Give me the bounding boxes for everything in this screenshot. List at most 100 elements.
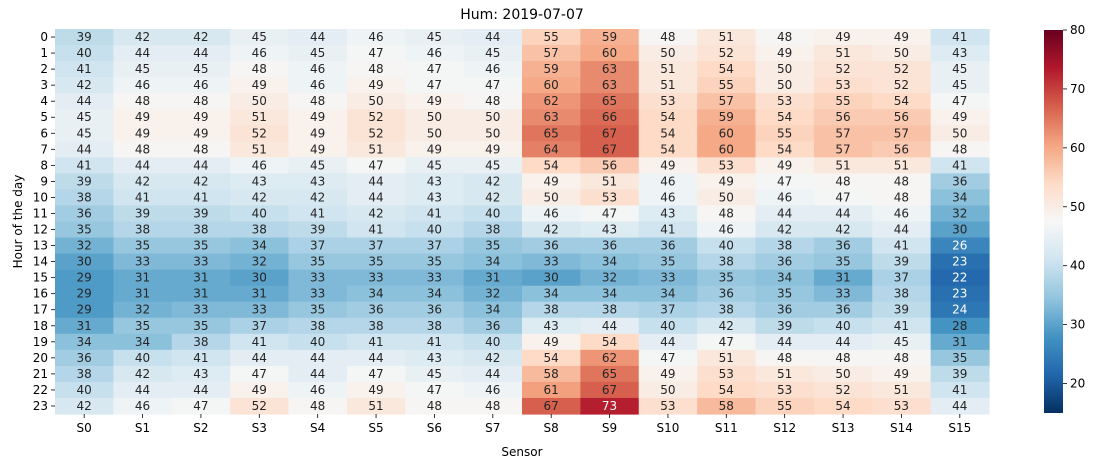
heatmap-cell [55,141,114,158]
cell-value-label: 38 [719,303,734,317]
heatmap-cell [697,349,757,367]
heatmap-cell [55,77,114,94]
cell-value-label: 53 [777,383,792,397]
heatmap-cell [463,77,523,94]
heatmap-cell [580,333,640,351]
cell-value-label: 40 [77,383,92,397]
heatmap-cell [872,125,932,142]
heatmap-cell [288,285,348,303]
heatmap-cell [638,125,698,142]
heatmap-cell [171,285,231,303]
heatmap-cell [872,189,932,207]
cell-value-label: 29 [77,271,92,285]
cell-value-label: 40 [485,335,500,349]
y-tick-label: 0 [40,30,48,44]
heatmap-cell [171,397,231,415]
heatmap-cell [463,109,523,126]
cell-value-label: 53 [660,399,675,413]
cell-value-label: 39 [777,319,792,333]
cell-value-label: 39 [135,206,150,220]
cell-value-label: 53 [894,399,909,413]
cell-value-label: 39 [193,206,208,220]
cell-value-label: 60 [544,78,559,92]
heatmap-cells [55,29,990,415]
heatmap-cell [755,301,815,319]
colorbar-tick-label: 80 [1070,23,1085,37]
cell-value-label: 48 [660,30,675,44]
heatmap-cell [813,61,873,78]
heatmap-cell [813,141,873,158]
heatmap-cell [697,141,757,158]
cell-value-label: 35 [77,223,92,237]
cell-value-label: 40 [310,335,325,349]
heatmap-cell [522,61,581,78]
heatmap-cell [872,365,932,383]
heatmap-cell [813,77,873,94]
cell-value-label: 42 [135,367,150,381]
heatmap-cell [813,285,873,303]
cell-value-label: 57 [894,126,909,140]
heatmap-cell [872,141,932,158]
cell-value-label: 33 [368,271,383,285]
cell-value-label: 44 [193,383,208,397]
heatmap-cell [638,141,698,158]
heatmap-cell [113,93,173,110]
heatmap-cell [346,205,406,223]
heatmap-cell [405,381,465,399]
heatmap-cell [522,333,581,351]
heatmap-cell [930,269,990,287]
x-tick-label: S1 [135,421,150,435]
heatmap-cell [930,317,990,335]
heatmap-cell [346,349,406,367]
cell-value-label: 42 [368,206,383,220]
cell-value-label: 34 [368,287,383,301]
heatmap-cell [405,141,465,158]
cell-value-label: 51 [835,46,850,60]
heatmap-cell [346,157,406,174]
heatmap-cell [113,125,173,142]
cell-value-label: 50 [427,110,442,124]
heatmap-cell [522,397,581,415]
heatmap-cell [697,125,757,142]
heatmap-cell [580,365,640,383]
heatmap-cell [346,269,406,287]
heatmap-cell [55,205,114,223]
cell-value-label: 59 [719,110,734,124]
cell-value-label: 48 [894,190,909,204]
cell-value-label: 49 [135,110,150,124]
cell-value-label: 54 [835,399,850,413]
heatmap-cell [463,333,523,351]
cell-value-label: 46 [310,62,325,76]
heatmap-cell [580,269,640,287]
heatmap-cell [930,93,990,110]
cell-value-label: 35 [135,239,150,253]
cell-value-label: 36 [777,303,792,317]
cell-value-label: 49 [544,335,559,349]
heatmap-cell [755,237,815,255]
cell-value-label: 51 [894,158,909,172]
heatmap-cell [230,285,290,303]
heatmap-cell [463,381,523,399]
cell-value-label: 59 [602,30,617,44]
y-tick-label: 11 [33,206,48,220]
heatmap-cell [813,237,873,255]
heatmap-cell [171,253,231,271]
heatmap-cell [405,333,465,351]
cell-value-label: 44 [602,319,617,333]
cell-value-label: 31 [193,287,208,301]
cell-value-label: 44 [310,351,325,365]
heatmap-cell [638,45,698,62]
colorbar-tick-label: 40 [1070,259,1085,273]
cell-value-label: 38 [310,319,325,333]
heatmap-cell [171,349,231,367]
cell-value-label: 48 [485,94,500,108]
heatmap-cell [580,349,640,367]
cell-value-label: 31 [135,287,150,301]
cell-value-label: 41 [77,158,92,172]
cell-value-label: 57 [719,94,734,108]
heatmap-cell [113,365,173,383]
heatmap-cell [522,205,581,223]
heatmap-cell [697,333,757,351]
x-axis-label: Sensor [501,445,542,459]
y-tick-label: 16 [33,287,48,301]
